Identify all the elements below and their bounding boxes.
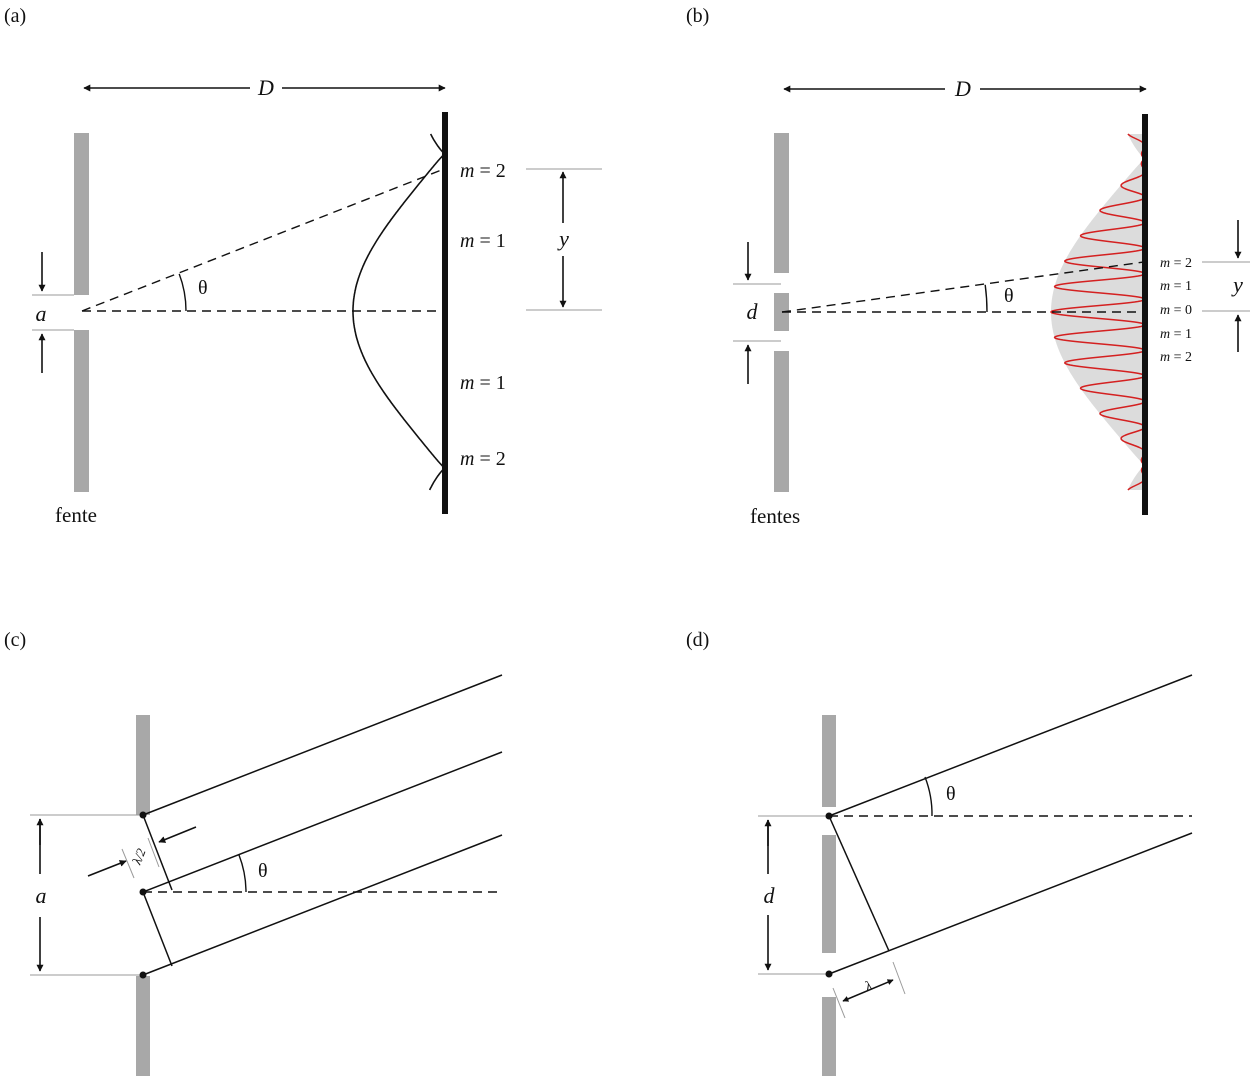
barrier-lower	[136, 976, 150, 1076]
source-point-bottom	[825, 970, 833, 978]
angled-ray	[81, 168, 445, 312]
barrier-upper	[136, 715, 150, 815]
theta-label: θ	[946, 783, 956, 805]
wavefront-upper	[142, 814, 173, 891]
slit-sep-label: d	[764, 883, 776, 908]
order-label-bottom-1: m = 1	[460, 372, 506, 394]
panel-a: (a) D a θ m = 2 m = 1 m = 1 m = 2 y fent…	[4, 5, 602, 527]
slit-width-label: a	[36, 883, 47, 908]
theta-label: θ	[198, 277, 208, 299]
order-label-zero: m = 0	[1160, 303, 1192, 318]
slit-barrier-upper	[74, 133, 89, 295]
path-diff-arrow-left	[158, 826, 197, 843]
path-diff-guide-2	[147, 837, 160, 868]
y-label: y	[557, 226, 569, 251]
panel-c-tag: (c)	[4, 629, 26, 651]
path-diff-guide-2	[892, 961, 906, 995]
slit-caption: fente	[55, 503, 97, 527]
order-label-top-1: m = 1	[1160, 279, 1192, 294]
distance-label: D	[954, 76, 971, 101]
path-diff-arrow	[842, 979, 894, 1002]
ray-top	[142, 674, 503, 816]
slits-caption: fentes	[750, 504, 800, 528]
barrier-middle	[822, 835, 836, 953]
slit-barrier-lower	[74, 330, 89, 492]
source-point-top	[825, 812, 833, 820]
panel-b: (b) D d θ m = 2 m = 1 m = 0 m = 1 m = 2 …	[686, 5, 1250, 528]
barrier-lower	[822, 997, 836, 1076]
order-label-bottom-1: m = 1	[1160, 327, 1192, 342]
source-point-bottom	[139, 971, 147, 979]
slit-sep-label: d	[747, 299, 759, 324]
order-label-top-2: m = 2	[460, 160, 506, 182]
wavefront	[828, 815, 890, 952]
panel-a-tag: (a)	[4, 5, 26, 27]
order-label-top-1: m = 1	[460, 230, 506, 252]
order-label-bottom-2: m = 2	[460, 448, 506, 470]
source-point-top	[139, 811, 147, 819]
theta-label: θ	[258, 860, 268, 882]
theta-arc	[178, 273, 187, 312]
y-label: y	[1231, 272, 1243, 297]
panel-d: (d) d λ θ	[686, 629, 1193, 1076]
theta-arc	[924, 776, 933, 817]
ray-top	[828, 674, 1193, 817]
barrier-middle	[774, 293, 789, 331]
panel-c: (c) a λ/2 θ	[4, 629, 503, 1076]
theta-arc	[238, 854, 247, 893]
ray-bottom	[828, 832, 1193, 975]
barrier-lower	[774, 351, 789, 492]
ray-middle	[142, 751, 503, 893]
theta-arc	[984, 284, 988, 313]
order-label-top-2: m = 2	[1160, 256, 1192, 271]
interference-fringes	[1050, 133, 1146, 491]
source-point-middle	[139, 888, 147, 896]
wavefront-lower	[142, 891, 173, 967]
intensity-curve	[352, 133, 446, 491]
angled-ray	[781, 261, 1145, 313]
barrier-upper	[822, 715, 836, 807]
path-diff-guide-1	[832, 987, 846, 1019]
barrier-upper	[774, 133, 789, 273]
slit-width-label: a	[36, 301, 47, 326]
ray-bottom	[142, 834, 503, 976]
distance-label: D	[257, 75, 274, 100]
panel-d-tag: (d)	[686, 629, 709, 651]
path-diff-guide-1	[121, 848, 135, 879]
theta-label: θ	[1004, 285, 1014, 307]
path-diff-arrow-right	[87, 860, 127, 877]
panel-b-tag: (b)	[686, 5, 709, 27]
half-wavelength-label: λ/2	[129, 846, 149, 867]
order-label-bottom-2: m = 2	[1160, 350, 1192, 365]
